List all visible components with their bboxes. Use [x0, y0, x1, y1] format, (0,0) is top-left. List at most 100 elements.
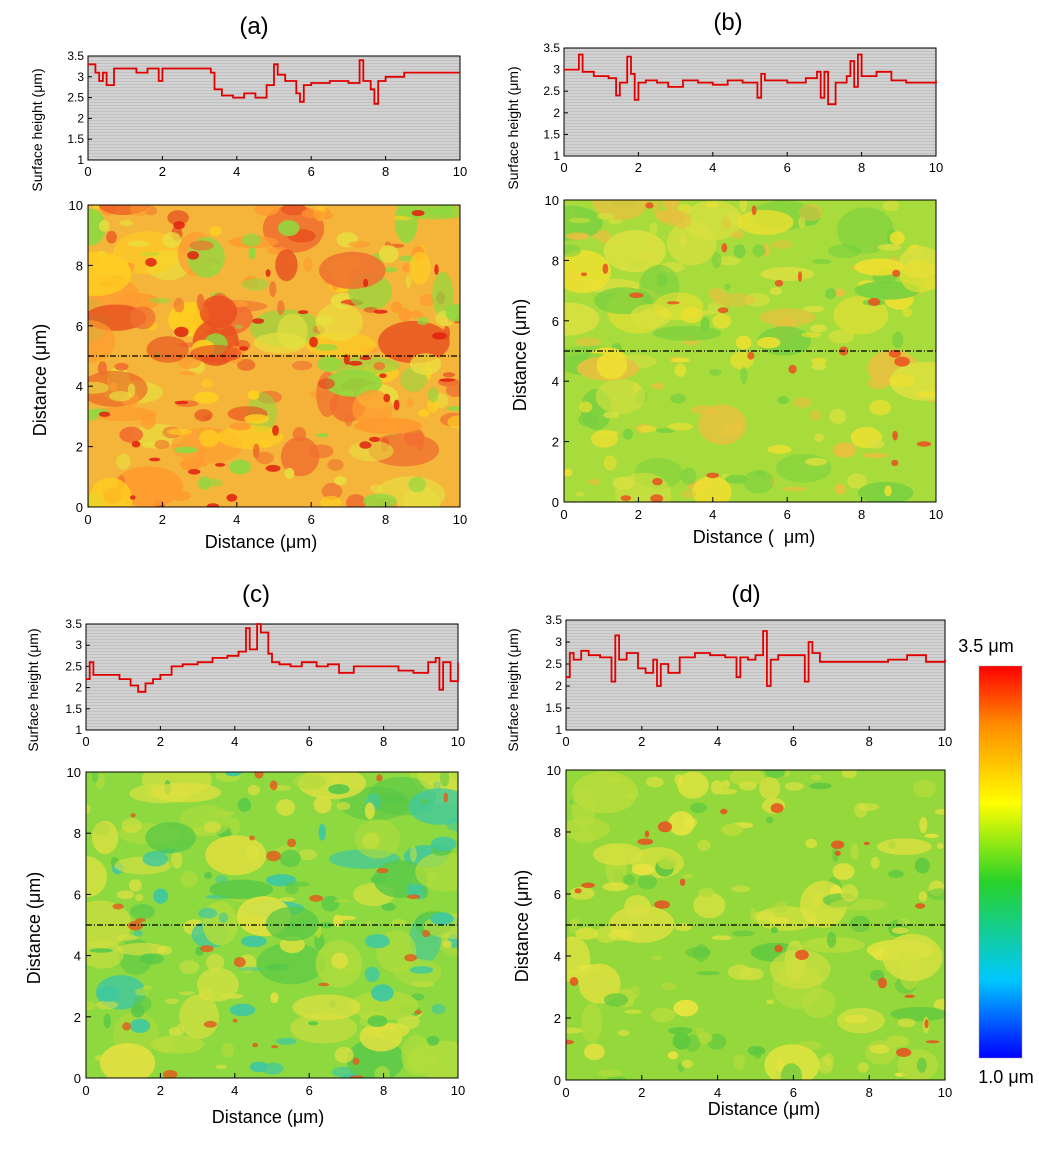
height-map-grain-b — [752, 244, 766, 257]
height-map-grain-a — [209, 226, 222, 237]
height-map-peak-d — [637, 838, 654, 845]
height-map-grain-a — [278, 220, 300, 237]
height-map-grain-d — [631, 863, 655, 876]
height-map-grain-c — [279, 897, 295, 902]
height-map-grain-d — [749, 907, 757, 923]
height-map-grain-a — [280, 436, 320, 477]
height-map-peak-b — [894, 356, 910, 367]
height-map-peak-c — [122, 1022, 131, 1031]
height-map-grain-c — [198, 907, 218, 919]
height-map-grain-d — [668, 811, 695, 836]
height-map-grain-b — [716, 256, 741, 266]
height-map-grain-d — [764, 770, 786, 778]
height-map-grain-d — [850, 915, 871, 933]
height-map-grain-b — [649, 222, 658, 235]
height-map-grain-b — [828, 329, 855, 344]
height-map-grain-d — [606, 1076, 627, 1080]
map-xtick-label-a: 8 — [382, 512, 389, 527]
height-map-grain-c — [221, 1042, 235, 1058]
map-xlabel-b: Distance ( μm) — [693, 527, 815, 547]
height-map-grain-a — [189, 240, 214, 251]
height-map-peak-b — [721, 243, 728, 253]
height-map-grain-c — [202, 901, 238, 946]
profile-ytick-label-c: 3 — [75, 638, 82, 652]
height-map-grain-a — [127, 240, 150, 247]
profile-plot-c: 1 1.5 2 2.5 3 3.5 0 2 4 6 8 10 — [65, 617, 465, 749]
height-map-grain-a — [402, 486, 441, 507]
height-map-grain-a — [197, 476, 212, 490]
height-map-grain-c — [135, 893, 144, 902]
height-map-grain-a — [348, 241, 370, 248]
profile-xtick-label-d: 2 — [638, 734, 645, 749]
height-map-grain-d — [731, 885, 751, 893]
height-map-grain-b — [712, 293, 756, 307]
height-map-grain-a — [167, 428, 193, 436]
height-map-grain-b — [564, 250, 611, 294]
height-map-grain-b — [564, 302, 600, 336]
height-map-grain-b — [705, 202, 719, 208]
height-map-grain-a — [446, 406, 460, 411]
map-xlabel-c: Distance (μm) — [212, 1107, 324, 1127]
height-map-grain-d — [696, 1032, 713, 1044]
map-xtick-label-c: 10 — [451, 1083, 465, 1098]
height-map-grain-a — [418, 409, 430, 418]
height-map-grain-c — [116, 934, 139, 941]
height-map-grain-a — [89, 477, 133, 507]
profile-line-d — [566, 630, 946, 687]
height-map-grain-b — [811, 362, 826, 371]
height-map-grain-c — [256, 942, 326, 985]
profile-line-b — [564, 53, 937, 106]
height-map-grain-b — [834, 483, 846, 495]
height-map-grain-d — [806, 908, 816, 919]
height-map-grain-c — [142, 851, 168, 867]
height-map-grain-a — [229, 422, 251, 431]
map-ytick-label-b: 8 — [552, 253, 559, 268]
height-map-grain-a — [167, 210, 189, 226]
height-map-grain-c — [203, 821, 222, 833]
profile-ytick-label-d: 2.5 — [545, 657, 562, 671]
height-map-grain-d — [651, 1007, 676, 1023]
colorbar — [978, 665, 1023, 1059]
height-map-grain-c — [364, 966, 380, 983]
height-map-grain-d — [888, 840, 896, 850]
height-map-grain-a — [201, 378, 213, 388]
height-map-grain-d — [809, 782, 832, 790]
height-map-peak-d — [915, 903, 926, 909]
height-map-grain-d — [651, 955, 663, 961]
height-map-grain-c — [229, 1003, 256, 1017]
height-map-peak-d — [795, 949, 809, 961]
height-map-peak-c — [404, 954, 417, 962]
height-map-grain-b — [805, 457, 827, 466]
height-map-grain-b — [756, 470, 766, 478]
height-map-peak-a — [131, 440, 141, 448]
height-map-peak-b — [868, 297, 881, 306]
height-map-grain-c — [426, 1035, 440, 1046]
map-xtick-label-b: 6 — [784, 507, 791, 522]
height-map-grain-b — [667, 422, 693, 431]
height-map-grain-c — [279, 849, 301, 867]
height-map-grain-a — [130, 306, 156, 330]
height-map-grain-b — [777, 396, 789, 405]
height-map-grain-a — [321, 482, 343, 500]
map-xtick-label-a: 0 — [84, 512, 91, 527]
height-map-grain-b — [722, 217, 731, 230]
height-map-grain-b — [564, 468, 573, 477]
height-map-grain-d — [684, 1034, 701, 1053]
profile-xtick-label-b: 0 — [560, 160, 567, 175]
height-map-grain-a — [284, 468, 295, 479]
height-map-peak-c — [376, 868, 389, 874]
height-map-grain-a — [255, 451, 274, 465]
map-ytick-label-d: 0 — [554, 1073, 561, 1088]
height-map-grain-b — [653, 325, 722, 341]
height-map-grain-c — [354, 819, 401, 859]
height-map-grain-a — [162, 232, 182, 248]
map-xtick-label-a: 4 — [233, 512, 240, 527]
height-map-grain-b — [867, 377, 889, 390]
height-map-grain-c — [350, 990, 419, 1021]
height-map-grain-a — [99, 220, 110, 232]
height-map-grain-c — [91, 772, 99, 784]
height-map-grain-a — [424, 208, 445, 216]
height-map-grain-c — [292, 994, 361, 1021]
colorbar-min-label: 1.0 μm — [978, 1067, 1033, 1087]
height-map-grain-d — [623, 874, 636, 885]
